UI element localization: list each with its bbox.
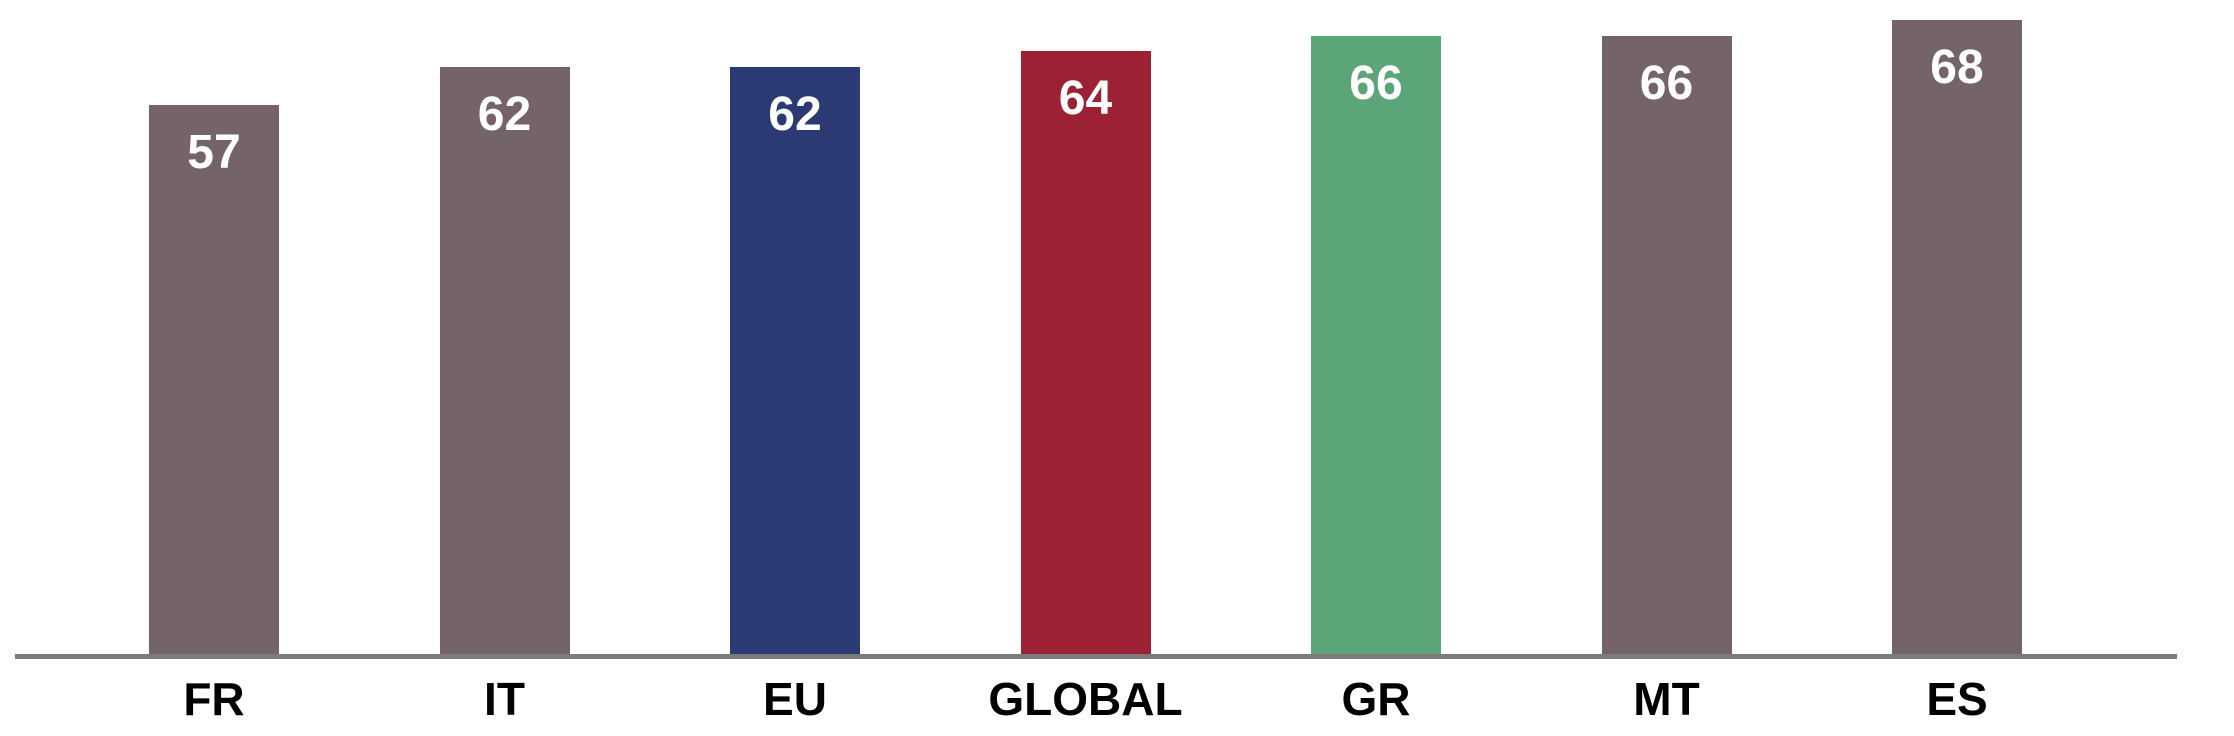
bar-value-label: 66 (1639, 57, 1694, 110)
bar-value-label: 66 (1349, 57, 1403, 110)
bar-es: 68 (1892, 20, 2022, 654)
bar-value-label: 64 (1058, 72, 1113, 125)
bar-fr: 57 (149, 105, 279, 654)
bar-global: 64 (1020, 51, 1151, 654)
x-axis-label-gr: GR (1341, 673, 1411, 725)
bar-gr: 66 (1311, 36, 1441, 654)
bar-value-label: 62 (477, 88, 532, 141)
bar-mt: 66 (1601, 36, 1732, 654)
x-axis-label-it: IT (484, 673, 525, 725)
bar-value-label: 57 (187, 126, 241, 179)
bar-it: 62 (439, 67, 570, 654)
bar-eu: 62 (730, 67, 860, 654)
x-axis-label-mt: MT (1633, 673, 1700, 725)
x-axis-line (15, 654, 2177, 659)
bar-value-label: 68 (1930, 41, 1984, 94)
x-axis-labels: FR IT EU GLOBAL GR MT ES (0, 672, 2234, 736)
plot-area: 57 62 62 64 66 66 68 (149, 20, 2022, 654)
bar-value-label: 62 (768, 88, 822, 141)
x-axis-label-global: GLOBAL (988, 673, 1183, 725)
x-axis-label-eu: EU (763, 673, 827, 725)
x-axis-label-fr: FR (183, 673, 245, 725)
x-axis-label-es: ES (1926, 673, 1988, 725)
